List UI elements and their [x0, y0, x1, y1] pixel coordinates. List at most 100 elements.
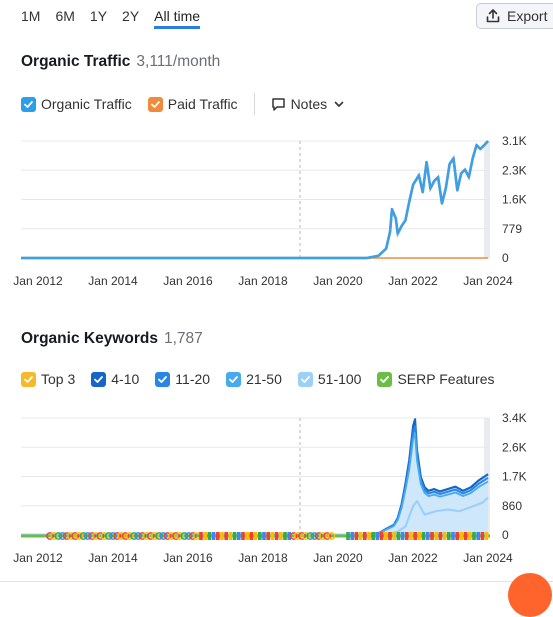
serp-marker — [96, 532, 105, 540]
serp-marker — [476, 532, 480, 540]
serp-marker — [203, 532, 207, 540]
serp-marker — [371, 532, 375, 540]
serp-marker — [245, 532, 249, 540]
serp-marker — [146, 532, 155, 540]
legend-label: Organic Traffic — [41, 96, 132, 112]
serp-marker — [83, 532, 92, 540]
charts-canvas: 0 779 1.6K 2.3K 3.1K Jan 2012 Jan 2014 Jan 2016… — [13, 134, 526, 565]
serp-marker — [442, 532, 447, 540]
serp-marker — [350, 532, 354, 540]
legend-item-4-10[interactable]: 4-10 — [91, 371, 139, 387]
y-tick-label: 1.7K — [502, 470, 527, 484]
serp-marker — [172, 532, 180, 540]
legend-item-51-100[interactable]: 51-100 — [297, 371, 361, 387]
legend-label: 11-20 — [175, 371, 211, 387]
serp-marker — [199, 532, 203, 540]
organic-traffic-chart: 0 779 1.6K 2.3K 3.1K Jan 2012 Jan 2014 Jan 2016… — [13, 134, 526, 288]
legend-item-21-50[interactable]: 21-50 — [226, 371, 282, 387]
checkbox-icon[interactable] — [147, 96, 163, 112]
checkbox-icon[interactable] — [91, 371, 107, 387]
current-period-band — [484, 141, 490, 258]
legend-label: Top 3 — [41, 371, 76, 387]
checkbox-icon[interactable] — [21, 371, 36, 387]
chat-widget-button[interactable] — [508, 573, 552, 617]
serp-marker — [451, 532, 455, 540]
serp-marker — [392, 532, 396, 540]
serp-marker — [79, 532, 88, 540]
serp-marker — [346, 532, 350, 540]
serp-marker — [384, 532, 388, 540]
x-tick-label: Jan 2016 — [163, 551, 213, 565]
serp-marker — [46, 532, 54, 540]
legend-item-11-20[interactable]: 11-20 — [155, 371, 210, 387]
checkbox-icon[interactable] — [155, 371, 171, 387]
serp-marker — [249, 532, 254, 540]
tab-1y[interactable]: 1Y — [89, 8, 108, 24]
checkbox-icon[interactable] — [297, 371, 313, 387]
serp-marker — [405, 532, 409, 540]
x-tick-label: Jan 2012 — [13, 274, 63, 288]
x-tick-label: Jan 2018 — [238, 274, 288, 288]
y-tick-label: 2.3K — [502, 163, 527, 177]
serp-marker — [180, 532, 189, 540]
serp-marker — [459, 532, 464, 540]
organic-traffic-legend: Organic Traffic Paid Traffic Notes — [21, 93, 351, 115]
serp-marker — [430, 532, 434, 540]
checkbox-icon[interactable] — [377, 371, 393, 387]
serp-marker — [188, 532, 197, 540]
legend-label: SERP Features — [397, 371, 495, 387]
y-tick-label: 3.1K — [502, 134, 527, 148]
serp-marker — [379, 532, 384, 540]
serp-marker — [109, 532, 117, 540]
serp-marker — [298, 532, 306, 540]
serp-marker — [100, 532, 109, 540]
serp-marker — [388, 532, 392, 540]
y-tick-label: 3.4K — [502, 411, 527, 425]
serp-feature-markers — [46, 532, 489, 540]
legend-item-organic-traffic[interactable]: Organic Traffic — [21, 96, 132, 112]
serp-marker — [62, 532, 71, 540]
checkbox-icon[interactable] — [226, 371, 242, 387]
chevron-down-icon — [334, 101, 344, 108]
tab-6m[interactable]: 6M — [55, 8, 75, 24]
tab-1m[interactable]: 1M — [21, 8, 41, 24]
serp-marker — [241, 532, 245, 540]
x-tick-label: Jan 2024 — [463, 551, 513, 565]
legend-item-paid-traffic[interactable]: Paid Traffic — [147, 96, 238, 112]
serp-marker — [396, 532, 401, 540]
tab-all-time[interactable]: All time — [154, 8, 201, 29]
serp-marker — [293, 532, 302, 540]
export-label: Export — [507, 8, 548, 24]
serp-marker — [266, 532, 270, 540]
serp-marker — [54, 532, 63, 540]
serp-marker — [184, 532, 193, 540]
x-tick-label: Jan 2020 — [313, 551, 363, 565]
serp-marker — [71, 532, 80, 540]
keywords-area — [21, 419, 489, 535]
x-tick-label: Jan 2020 — [313, 274, 363, 288]
keywords-51-100-line — [21, 496, 489, 537]
serp-marker — [468, 532, 472, 540]
organic-keywords-title: Organic Keywords 1,787 — [21, 330, 203, 347]
organic-keywords-chart: 0 860 1.7K 2.6K 3.4K Jan 2012 Jan 2014 Jan 2016… — [13, 411, 526, 565]
keywords-band-line — [21, 432, 489, 536]
serp-marker — [50, 532, 59, 540]
serp-marker — [302, 532, 311, 540]
x-tick-label: Jan 2022 — [388, 551, 438, 565]
y-tick-label: 860 — [502, 499, 522, 513]
notes-dropdown[interactable]: Notes — [271, 96, 352, 112]
legend-item-top-3[interactable]: Top 3 — [21, 371, 75, 387]
serp-marker — [211, 532, 216, 540]
serp-marker — [363, 532, 367, 540]
legend-item-serp-features[interactable]: SERP Features — [377, 371, 494, 387]
checkbox-icon[interactable] — [21, 96, 36, 112]
serp-marker — [375, 532, 380, 540]
x-tick-label: Jan 2012 — [13, 551, 63, 565]
serp-marker — [121, 532, 130, 540]
serp-marker — [134, 532, 143, 540]
tab-2y[interactable]: 2Y — [122, 8, 140, 24]
serp-marker — [319, 532, 327, 540]
export-button[interactable]: Export — [476, 3, 553, 29]
x-tick-label: Jan 2014 — [88, 551, 138, 565]
legend-divider — [253, 93, 255, 115]
